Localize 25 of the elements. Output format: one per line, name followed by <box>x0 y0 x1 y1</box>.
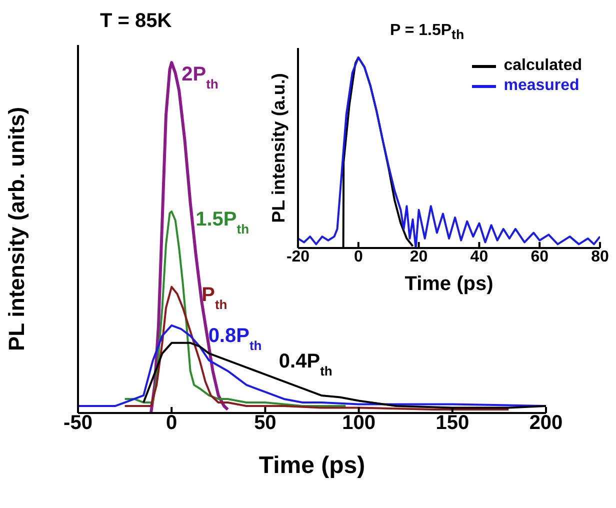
chart-title: P = 1.5P$_{th}$ <box>390 22 464 42</box>
x-tick-label: 20 <box>410 248 428 266</box>
series-label: 2P$_{th}$ <box>182 64 218 92</box>
x-axis-title: Time (ps) <box>404 273 494 295</box>
x-tick-label: 40 <box>470 248 488 266</box>
y-axis-title: PL intensity (arb. units) <box>4 106 29 352</box>
x-tick-label: 100 <box>342 412 376 434</box>
x-tick-label: 60 <box>530 248 549 266</box>
y-axis-title: PL intensity (a.u.) <box>268 73 288 223</box>
x-tick-label: 0 <box>166 412 178 434</box>
series-label: 0.8P$_{th}$ <box>208 324 262 352</box>
x-tick-label: 200 <box>529 412 563 434</box>
series-label: 0.4P$_{th}$ <box>278 350 332 378</box>
series-label: P$_{th}$ <box>202 284 228 312</box>
x-tick-label: 50 <box>254 412 276 434</box>
x-tick-label: -20 <box>286 248 310 266</box>
legend-label: measured <box>504 76 580 96</box>
legend-label: calculated <box>504 56 582 76</box>
series-label: 1.5P$_{th}$ <box>196 208 250 236</box>
x-tick-label: -50 <box>64 412 92 434</box>
chart-title: T = 85K <box>100 10 172 33</box>
x-tick-label: 150 <box>436 412 470 434</box>
x-axis-title: Time (ps) <box>258 452 366 479</box>
x-tick-label: 80 <box>591 248 609 266</box>
x-tick-label: 0 <box>354 248 363 266</box>
